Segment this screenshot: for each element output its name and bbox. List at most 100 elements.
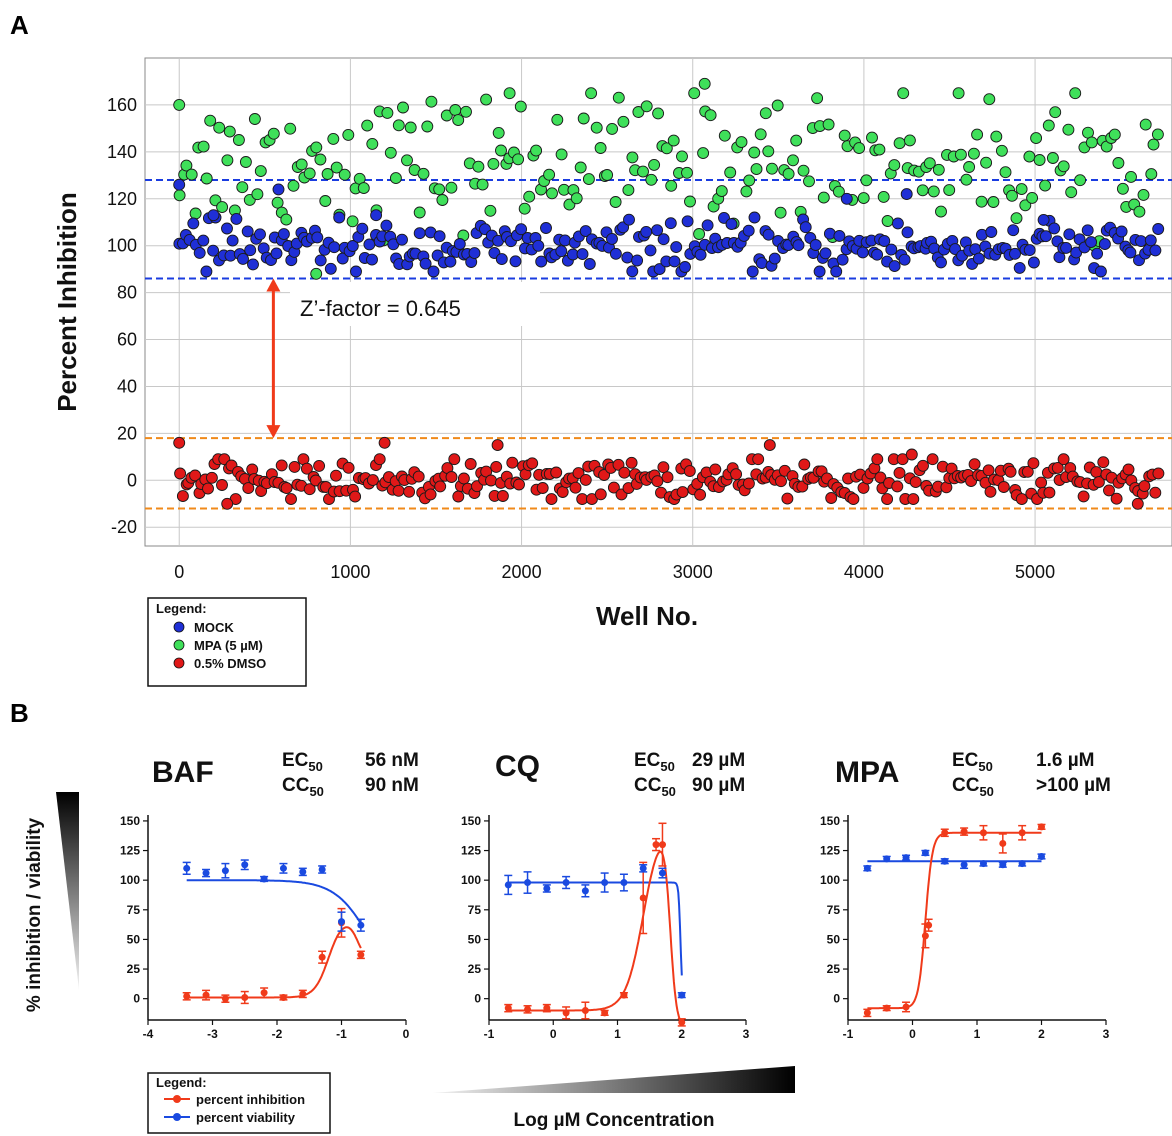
- point-mock: [350, 265, 362, 278]
- point-mpa: [295, 158, 308, 171]
- point-mock: [272, 183, 285, 196]
- point-mpa: [239, 156, 252, 168]
- point-mpa: [503, 87, 516, 100]
- point-mock: [681, 215, 694, 228]
- point-mpa: [530, 144, 543, 157]
- point-mpa: [735, 136, 748, 149]
- legend-item-inhibition: percent inhibition: [196, 1092, 305, 1107]
- point-0.5%: [202, 482, 214, 495]
- y-tick-75: 75: [827, 903, 841, 917]
- point-0.5%: [434, 480, 447, 493]
- x-tick-1: 1: [974, 1027, 981, 1041]
- viability-point: [620, 879, 628, 887]
- point-mock: [1098, 238, 1111, 251]
- point-mpa: [303, 167, 316, 180]
- point-0.5%: [968, 458, 981, 471]
- x-tick--1: -1: [843, 1027, 854, 1041]
- point-mpa: [1151, 128, 1164, 141]
- legend-item-mpa: MPA (5 µM): [194, 638, 263, 653]
- point-mpa: [1112, 157, 1125, 169]
- ec50-value: 1.6 µM: [1036, 750, 1094, 771]
- x-tick-3: 3: [1103, 1027, 1110, 1041]
- point-mpa: [697, 147, 710, 160]
- point-0.5%: [997, 481, 1010, 493]
- annotation-backdrop: [290, 282, 540, 326]
- point-mpa: [384, 146, 397, 159]
- x-tick-2: 2: [678, 1027, 685, 1041]
- point-mpa: [425, 95, 438, 108]
- point-mpa: [440, 109, 453, 122]
- point-mpa: [401, 154, 413, 167]
- point-mpa: [574, 161, 587, 174]
- point-mock: [623, 213, 635, 226]
- point-mpa: [197, 140, 210, 153]
- point-0.5%: [246, 463, 259, 476]
- point-mpa: [857, 192, 870, 205]
- x-tick--1: -1: [484, 1027, 495, 1041]
- point-mpa: [1049, 106, 1062, 119]
- point-mpa: [392, 119, 405, 132]
- point-0.5%: [313, 459, 326, 472]
- point-mpa: [684, 195, 696, 208]
- point-mpa: [346, 215, 359, 228]
- y-tick-120: 120: [107, 189, 137, 209]
- point-mock: [187, 217, 200, 230]
- point-mpa: [995, 144, 1008, 157]
- point-mock: [453, 238, 466, 250]
- point-mpa: [173, 189, 186, 202]
- point-mpa: [397, 101, 409, 114]
- point-mpa: [460, 105, 472, 118]
- point-mpa: [487, 157, 500, 170]
- point-mpa: [698, 77, 711, 90]
- point-mock: [653, 263, 666, 276]
- point-mpa: [718, 129, 731, 142]
- point-0.5%: [1131, 497, 1144, 510]
- point-mpa: [413, 206, 426, 219]
- viability-point: [1018, 860, 1026, 868]
- point-0.5%: [275, 459, 288, 472]
- point-mpa: [248, 113, 261, 125]
- inhibition-point: [299, 990, 307, 998]
- point-mpa: [999, 166, 1012, 179]
- point-mpa: [433, 183, 446, 196]
- point-mock: [468, 247, 481, 260]
- point-mock: [1149, 244, 1162, 257]
- point-mock: [1144, 234, 1157, 247]
- point-mpa: [774, 206, 787, 219]
- point-mock: [1085, 236, 1098, 249]
- x-tick-5000: 5000: [1015, 562, 1055, 582]
- point-mock: [535, 255, 548, 268]
- point-0.5%: [330, 469, 342, 482]
- point-mpa: [963, 161, 976, 173]
- point-mock: [270, 247, 283, 260]
- point-mock: [1060, 241, 1073, 254]
- point-0.5%: [1090, 466, 1103, 479]
- point-mock: [621, 251, 634, 264]
- point-mock: [640, 225, 653, 238]
- point-mpa: [743, 174, 756, 187]
- chart-title-baf: BAF: [152, 756, 214, 789]
- x-tick-0: 0: [174, 562, 184, 582]
- point-0.5%: [303, 483, 316, 496]
- x-tick-0: 0: [909, 1027, 916, 1041]
- point-mpa: [987, 196, 1000, 208]
- point-0.5%: [618, 466, 631, 479]
- point-mock: [609, 247, 622, 260]
- point-0.5%: [694, 488, 707, 501]
- panel-label-a: A: [10, 10, 29, 40]
- inhibition-point: [658, 841, 666, 849]
- point-mpa: [640, 100, 653, 113]
- point-mpa: [660, 142, 673, 155]
- point-mock: [444, 255, 457, 268]
- point-mpa: [822, 118, 835, 131]
- viability-point: [241, 861, 249, 869]
- x-tick-1: 1: [614, 1027, 621, 1041]
- point-0.5%: [490, 460, 503, 473]
- point-mpa: [637, 165, 649, 178]
- point-mpa: [330, 161, 343, 174]
- inhibition-point: [562, 1009, 570, 1017]
- point-mock: [1152, 223, 1165, 235]
- viability-point: [183, 864, 191, 872]
- y-tick-labels: -20 0 20 40 60 80 100 120 140 160: [107, 95, 137, 537]
- point-mpa: [983, 93, 996, 106]
